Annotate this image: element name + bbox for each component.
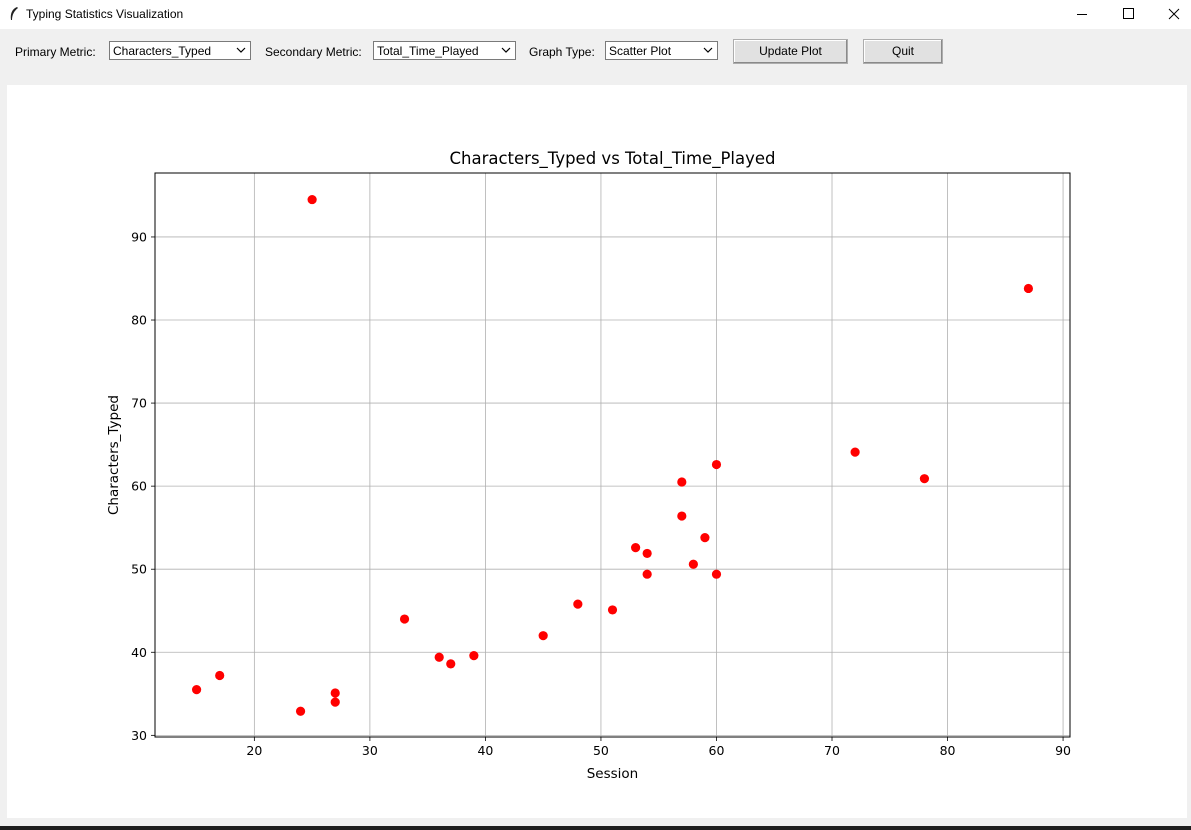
secondary-metric-label: Secondary Metric: xyxy=(265,45,362,59)
toolbar: Primary Metric: Characters_Typed Seconda… xyxy=(0,29,1191,85)
x-tick-label: 60 xyxy=(709,743,725,758)
y-tick-label: 80 xyxy=(131,313,147,328)
data-point xyxy=(573,599,583,609)
maximize-button[interactable] xyxy=(1105,0,1151,29)
graph-type-value: Scatter Plot xyxy=(609,44,672,58)
chevron-down-icon xyxy=(703,47,713,53)
data-point xyxy=(469,650,479,661)
y-tick-label: 90 xyxy=(131,229,147,244)
y-tick-label: 70 xyxy=(131,396,147,411)
y-tick-label: 30 xyxy=(131,728,147,743)
minimize-icon xyxy=(1077,14,1087,15)
secondary-metric-select[interactable]: Total_Time_Played xyxy=(373,41,516,60)
grid-lines xyxy=(155,173,1070,737)
y-axis-label: Characters_Typed xyxy=(106,395,122,515)
data-point xyxy=(607,605,618,615)
minimize-button[interactable] xyxy=(1059,0,1105,29)
data-point xyxy=(307,194,317,205)
data-point xyxy=(850,447,860,457)
data-point xyxy=(191,685,202,695)
data-point xyxy=(434,652,444,662)
primary-metric-select[interactable]: Characters_Typed xyxy=(109,41,251,60)
axes-frame xyxy=(154,172,1071,738)
x-tick-label: 90 xyxy=(1055,743,1071,758)
data-point xyxy=(1023,283,1034,294)
chevron-down-icon xyxy=(236,47,246,53)
data-point xyxy=(919,474,930,484)
primary-metric-label: Primary Metric: xyxy=(15,45,96,59)
data-point xyxy=(711,569,722,579)
graph-type-label: Graph Type: xyxy=(529,45,595,59)
y-tick-label: 50 xyxy=(131,562,147,577)
x-tick-label: 30 xyxy=(362,743,378,758)
data-point xyxy=(215,670,225,681)
feather-icon xyxy=(10,7,18,20)
data-point xyxy=(677,511,687,521)
close-button[interactable] xyxy=(1151,0,1191,29)
data-points xyxy=(191,194,1034,716)
graph-type-select[interactable]: Scatter Plot xyxy=(605,41,718,60)
x-axis-label: Session xyxy=(587,766,639,782)
data-point xyxy=(688,559,698,569)
data-point xyxy=(330,688,340,698)
x-tick-label: 70 xyxy=(824,743,840,758)
data-point xyxy=(446,659,456,669)
data-point xyxy=(330,697,340,707)
y-tick-label: 40 xyxy=(131,645,147,660)
data-point xyxy=(711,459,722,470)
chart-title: Characters_Typed vs Total_Time_Played xyxy=(450,149,776,169)
axis-ticks: 20 30 40 50 60 70 80 90 30 40 50 60 70 80 90 xyxy=(131,229,1071,758)
x-tick-label: 20 xyxy=(246,743,262,758)
data-point xyxy=(642,569,652,579)
data-point xyxy=(399,614,410,624)
primary-metric-value: Characters_Typed xyxy=(113,44,212,58)
data-point xyxy=(631,543,641,553)
data-point xyxy=(295,706,306,716)
chevron-down-icon xyxy=(501,47,511,53)
data-point xyxy=(700,533,710,543)
x-tick-label: 80 xyxy=(940,743,956,758)
window-bottom-edge xyxy=(0,826,1191,830)
scatter-chart: 20 30 40 50 60 70 80 90 30 40 50 60 70 80 90 Character… xyxy=(106,149,1071,782)
secondary-metric-value: Total_Time_Played xyxy=(377,44,479,58)
data-point xyxy=(538,631,548,641)
window-title: Typing Statistics Visualization xyxy=(26,7,184,21)
x-tick-label: 40 xyxy=(477,743,493,758)
quit-button[interactable]: Quit xyxy=(863,39,943,64)
close-icon xyxy=(1168,8,1180,20)
x-tick-label: 50 xyxy=(593,743,609,758)
title-bar: Typing Statistics Visualization xyxy=(0,0,1191,29)
data-point xyxy=(642,548,652,559)
update-plot-button[interactable]: Update Plot xyxy=(733,39,848,64)
plot-canvas: 20 30 40 50 60 70 80 90 30 40 50 60 70 80 90 Character… xyxy=(7,85,1187,818)
y-tick-label: 60 xyxy=(131,479,147,494)
maximize-icon xyxy=(1123,8,1134,19)
data-point xyxy=(677,477,687,487)
